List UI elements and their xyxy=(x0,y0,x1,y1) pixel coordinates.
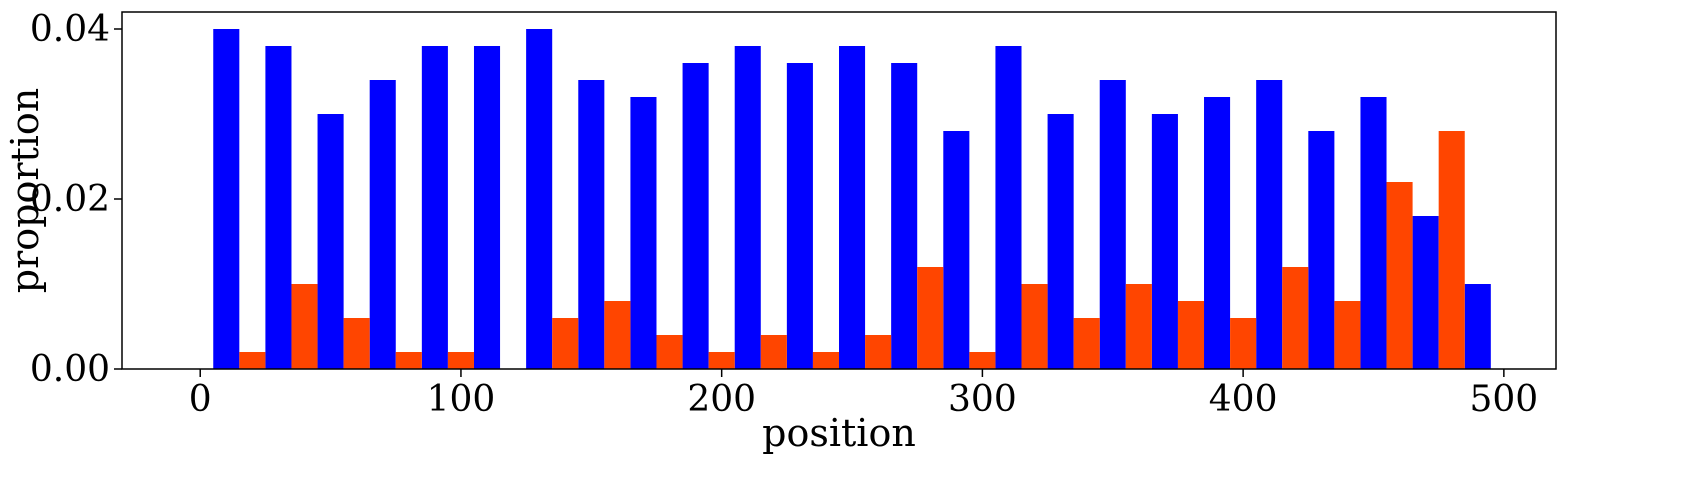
bar-series1-5 xyxy=(473,46,501,369)
bar-series2-14 xyxy=(969,352,996,369)
y-tick-label: 0.00 xyxy=(30,349,110,390)
bar-series1-21 xyxy=(1308,131,1335,369)
bar-series2-22 xyxy=(1386,182,1413,369)
bar-series1-0 xyxy=(213,29,240,369)
bar-series1-12 xyxy=(839,46,866,369)
bar-series2-18 xyxy=(1177,301,1205,369)
bar-series2-7 xyxy=(604,301,631,369)
bar-series2-4 xyxy=(447,352,474,369)
x-tick-label: 300 xyxy=(948,379,1017,420)
bar-series1-22 xyxy=(1360,97,1387,369)
bar-series2-19 xyxy=(1230,318,1257,369)
bar-series2-3 xyxy=(395,352,422,369)
bar-series1-8 xyxy=(630,97,657,369)
bar-series1-2 xyxy=(317,114,344,369)
x-axis-label: position xyxy=(762,411,916,455)
bar-series2-20 xyxy=(1282,267,1309,369)
bar-series1-9 xyxy=(682,63,709,369)
bar-series1-24 xyxy=(1464,284,1491,369)
bar-series2-15 xyxy=(1021,284,1048,369)
bars-layer xyxy=(213,29,1491,369)
bar-series1-17 xyxy=(1099,80,1126,369)
bar-series1-14 xyxy=(943,131,970,369)
y-axis-label: proportion xyxy=(3,88,47,294)
x-tick-label: 400 xyxy=(1209,379,1278,420)
x-tick-label: 500 xyxy=(1469,379,1538,420)
bar-series1-10 xyxy=(734,46,761,369)
bar-series1-16 xyxy=(1047,114,1074,369)
bar-series2-11 xyxy=(812,352,839,369)
bar-series1-23 xyxy=(1412,216,1439,369)
x-tick-label: 200 xyxy=(687,379,756,420)
bar-series2-9 xyxy=(708,352,735,369)
y-axis-ticks: 0.00 0.02 0.04 xyxy=(30,9,122,390)
x-tick-label: 100 xyxy=(427,379,496,420)
bar-series1-19 xyxy=(1204,97,1231,369)
bar-series2-23 xyxy=(1438,131,1465,369)
bar-series2-2 xyxy=(343,318,370,369)
bar-series1-7 xyxy=(578,80,605,369)
y-tick-label: 0.04 xyxy=(30,9,110,50)
bar-series1-13 xyxy=(891,63,918,369)
bar-series2-17 xyxy=(1125,284,1152,369)
bar-series2-8 xyxy=(656,335,683,369)
bar-series1-3 xyxy=(369,80,396,369)
bar-series2-13 xyxy=(917,267,944,369)
bar-series1-18 xyxy=(1151,114,1178,369)
bar-series2-6 xyxy=(552,318,579,369)
x-tick-label: 0 xyxy=(189,379,212,420)
bar-series1-1 xyxy=(265,46,292,369)
bar-series2-1 xyxy=(291,284,318,369)
bar-series1-11 xyxy=(786,63,813,369)
plot-frame xyxy=(121,11,1557,370)
bar-series2-0 xyxy=(239,352,266,369)
x-axis-ticks: 0 100 200 300 400 500 xyxy=(189,369,1538,420)
y-tick-label: 0.02 xyxy=(30,179,110,220)
bar-series1-6 xyxy=(526,29,553,369)
bar-series2-16 xyxy=(1073,318,1100,369)
bar-series2-21 xyxy=(1334,301,1361,369)
bar-series2-10 xyxy=(760,335,787,369)
bar-series2-12 xyxy=(865,335,892,369)
bar-series1-20 xyxy=(1256,80,1283,369)
bar-series1-15 xyxy=(995,46,1022,369)
bar-series1-4 xyxy=(421,46,448,369)
